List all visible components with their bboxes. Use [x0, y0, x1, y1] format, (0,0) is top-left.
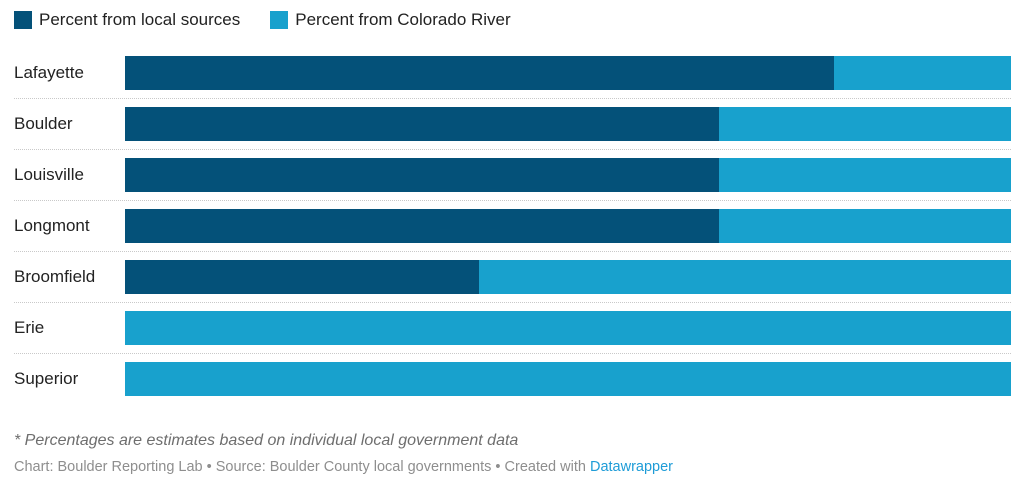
footnote: * Percentages are estimates based on ind… [14, 432, 519, 449]
chart-legend: Percent from local sources Percent from … [14, 10, 1011, 30]
bar-segment-colorado-river[interactable] [718, 158, 1011, 192]
bar-row: Lafayette [14, 47, 1011, 98]
credits-line: Chart: Boulder Reporting Lab • Source: B… [14, 459, 1011, 475]
bar-track [125, 362, 1011, 396]
bar-segment-colorado-river[interactable] [125, 362, 1011, 396]
legend-label-colorado-river: Percent from Colorado River [295, 10, 511, 29]
bar-segment-colorado-river[interactable] [479, 260, 1011, 294]
bar-row: Erie [14, 302, 1011, 353]
category-label: Longmont [14, 216, 90, 235]
bar-segment-colorado-river[interactable] [125, 311, 1011, 345]
bar-segment-colorado-river[interactable] [833, 55, 1011, 90]
category-label: Broomfield [14, 267, 96, 286]
bar-track [125, 260, 1011, 294]
category-label: Louisville [14, 165, 84, 184]
bar-track [125, 107, 1011, 141]
bar-segment-local-sources[interactable] [125, 209, 719, 243]
category-label: Erie [14, 318, 45, 337]
category-label: Superior [14, 369, 79, 388]
bar-track [125, 311, 1011, 345]
bar-segment-local-sources[interactable] [125, 260, 480, 294]
bar-row: Louisville [14, 149, 1011, 200]
bar-track [125, 55, 1011, 90]
bar-segment-local-sources[interactable] [125, 55, 834, 90]
datawrapper-link[interactable]: Datawrapper [589, 459, 673, 475]
bar-row: Boulder [14, 98, 1011, 149]
bar-segment-colorado-river[interactable] [718, 107, 1011, 141]
category-label: Lafayette [14, 62, 84, 82]
bar-track [125, 209, 1011, 243]
legend-swatch-colorado-river [270, 11, 289, 29]
bar-row: Longmont [14, 200, 1011, 251]
bar-segment-colorado-river[interactable] [718, 209, 1011, 243]
legend-item-colorado-river: Percent from Colorado River [270, 10, 511, 30]
credits-text: Chart: Boulder Reporting Lab • Source: B… [14, 459, 590, 475]
legend-item-local-sources: Percent from local sources [14, 10, 240, 30]
bar-segment-local-sources[interactable] [125, 158, 719, 192]
bar-row: Superior [14, 353, 1011, 404]
legend-label-local-sources: Percent from local sources [39, 10, 241, 29]
legend-swatch-local-sources [14, 11, 32, 29]
bar-segment-local-sources[interactable] [125, 107, 719, 141]
category-label: Boulder [14, 114, 73, 133]
bar-rows: Lafayette Boulder Louisville Longmont [14, 47, 1011, 404]
bar-row: Broomfield [14, 251, 1011, 302]
bar-track [125, 158, 1011, 192]
